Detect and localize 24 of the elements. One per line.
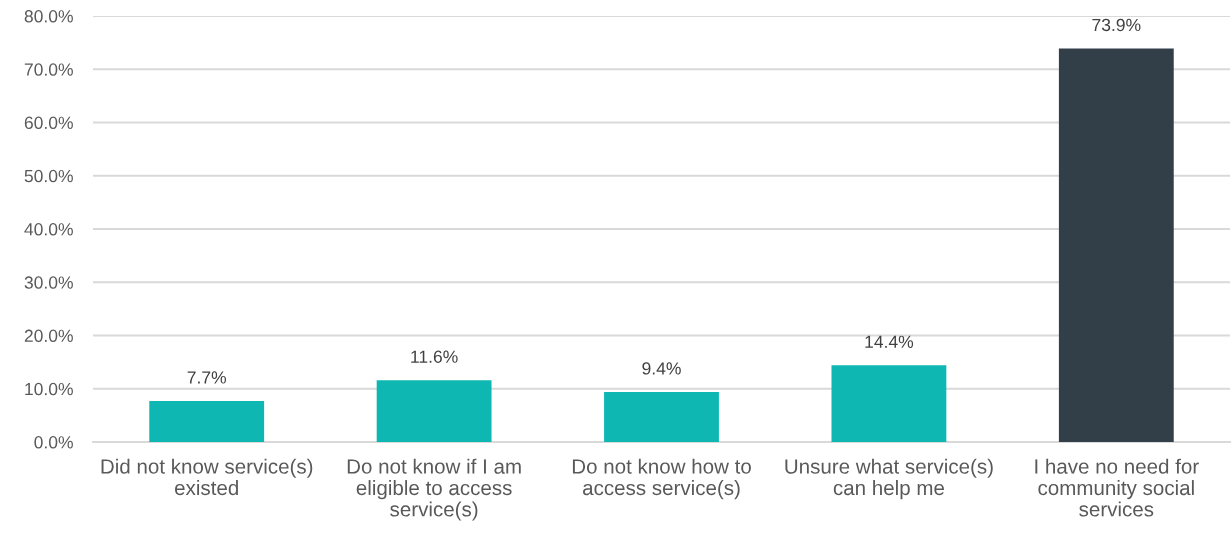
x-tick-label: Do not know how to access service(s): [572, 458, 751, 500]
bar: [831, 365, 947, 442]
x-tick-label: Do not know if I am eligible to access service(s): [347, 458, 521, 521]
y-tick-label: 80.0%: [24, 10, 73, 23]
bar: [1058, 48, 1174, 442]
data-label: 7.7%: [187, 371, 227, 384]
x-tick-label: Unsure what service(s) can help me: [785, 458, 993, 500]
y-tick-label: 50.0%: [24, 169, 73, 183]
y-tick-label: 0.0%: [34, 436, 73, 449]
y-tick-label: 30.0%: [24, 276, 73, 289]
y-tick-label: 60.0%: [24, 116, 73, 130]
y-tick-label: 70.0%: [24, 63, 73, 76]
bar: [376, 380, 492, 442]
y-tick-label: 20.0%: [24, 329, 73, 343]
y-tick-label: 40.0%: [24, 223, 73, 236]
x-tick-label: Did not know service(s) existed: [101, 458, 313, 496]
bar: [149, 401, 265, 442]
data-label: 11.6%: [411, 350, 458, 363]
data-label: 73.9%: [1092, 18, 1141, 32]
y-tick-label: 10.0%: [25, 382, 73, 396]
data-label: 9.4%: [642, 362, 681, 375]
x-tick-label: I have no need for community social services: [1035, 458, 1199, 517]
data-label: 14.4%: [865, 335, 914, 348]
bar: [604, 391, 719, 442]
